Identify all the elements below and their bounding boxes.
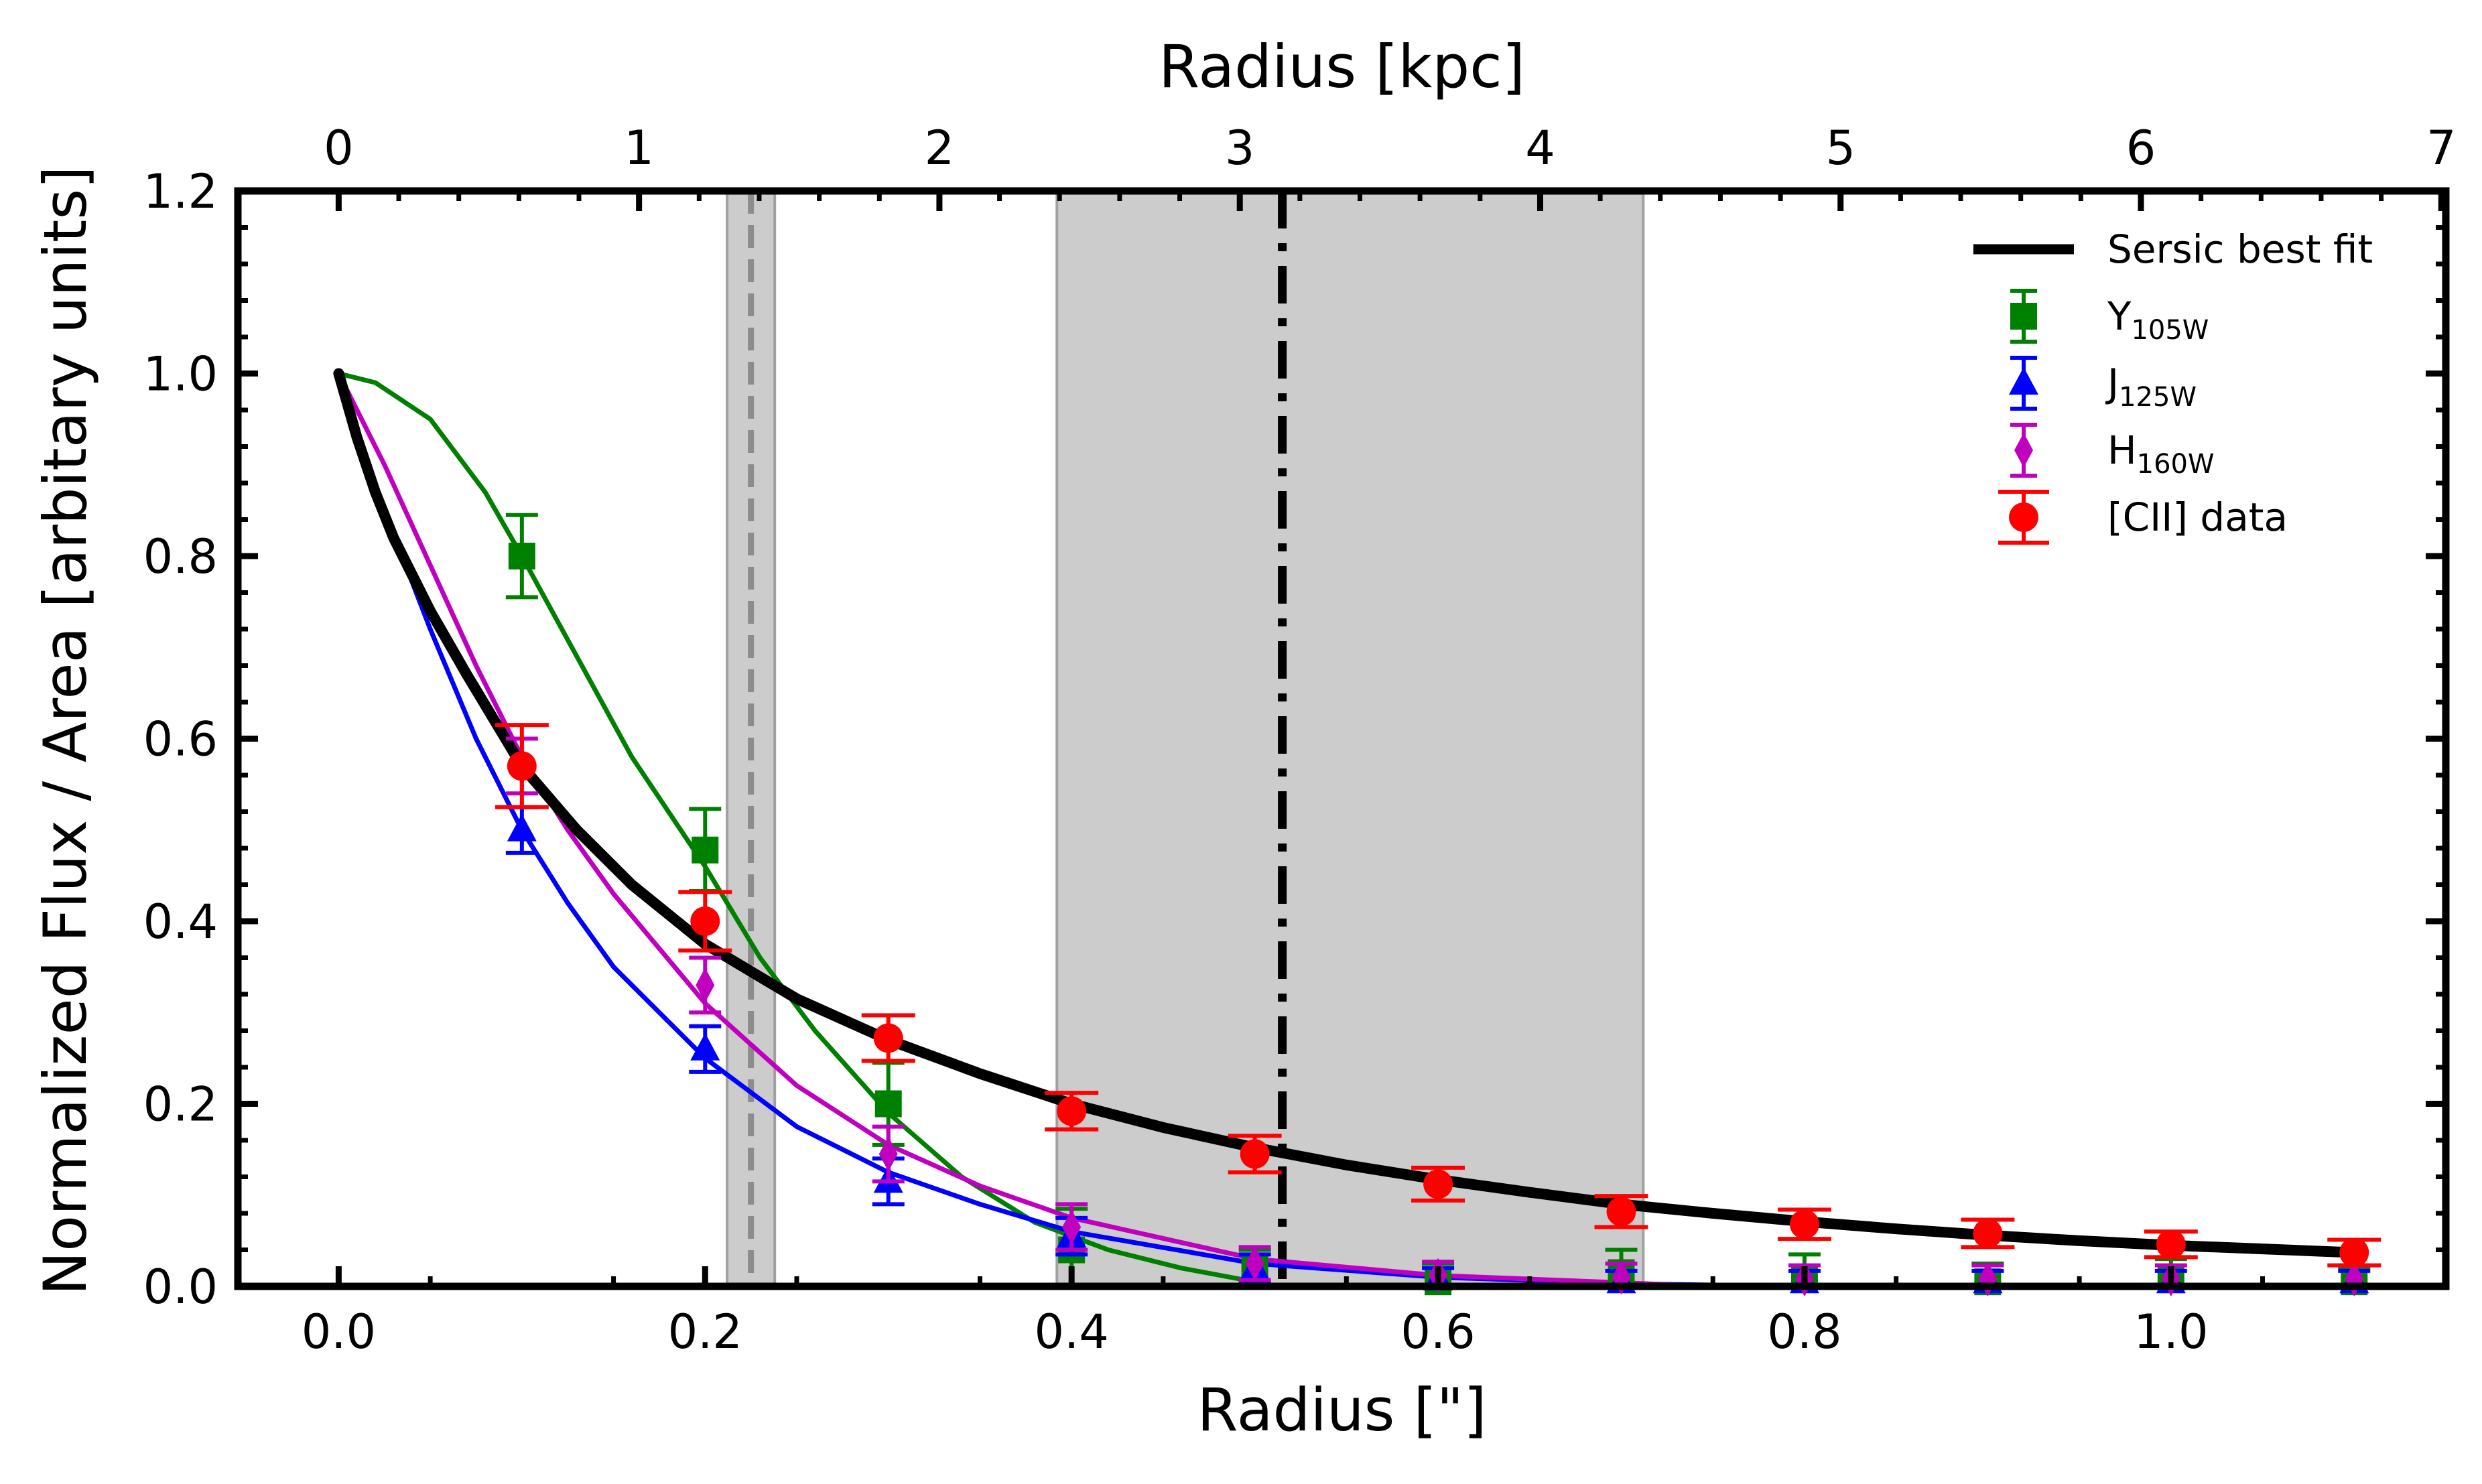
legend-label-subscript: 160W bbox=[2137, 449, 2215, 480]
legend-cii-data-marker-swatch bbox=[2009, 502, 2038, 532]
cii-data-point bbox=[1973, 1218, 2003, 1248]
legend-j125w-marker-swatch bbox=[2009, 367, 2038, 395]
h160w-point bbox=[1062, 1209, 1082, 1245]
h160w-fit-curve bbox=[336, 372, 1713, 1289]
x-tick-label: 0.2 bbox=[668, 1304, 742, 1359]
cii-data-point bbox=[507, 751, 537, 781]
cii-data-point bbox=[1057, 1096, 1087, 1126]
x-tick-label: 1.0 bbox=[2134, 1304, 2208, 1359]
top-x-tick-label: 6 bbox=[2126, 121, 2156, 176]
y-axis-title: Normalized Flux / Area [arbitary units] bbox=[31, 165, 100, 1295]
y105w-point bbox=[508, 543, 535, 569]
y-tick-label: 0.8 bbox=[143, 529, 218, 584]
top-x-tick-label: 2 bbox=[925, 121, 955, 176]
plot-frame bbox=[234, 187, 2450, 1290]
shaded-region-1 bbox=[1055, 190, 1645, 1288]
legend-label-subscript: 105W bbox=[2131, 315, 2209, 346]
cii-data-point bbox=[1606, 1197, 1636, 1227]
cii-data-point bbox=[1423, 1169, 1453, 1199]
top-x-tick-label: 4 bbox=[1525, 121, 1555, 176]
top-x-axis-title: Radius [kpc] bbox=[1159, 32, 1525, 101]
h160w-point bbox=[696, 967, 715, 1003]
top-x-tick-label: 0 bbox=[324, 121, 354, 176]
h160w-point bbox=[878, 1136, 898, 1172]
x-tick-label: 0.6 bbox=[1400, 1304, 1475, 1359]
legend-label-text: [CII] data bbox=[2107, 494, 2288, 540]
j125w-fit-curve bbox=[336, 373, 1805, 1289]
legend-label-text: Y bbox=[2107, 293, 2132, 339]
top-x-tick-label: 5 bbox=[1825, 121, 1855, 176]
y-tick-label: 0.2 bbox=[143, 1077, 218, 1132]
legend-y105w-label: Y105W bbox=[2107, 293, 2209, 346]
legend-h160w-marker-swatch bbox=[2014, 433, 2033, 468]
x-tick-label: 0.8 bbox=[1767, 1304, 1841, 1359]
legend-label-text: Sersic best fit bbox=[2107, 226, 2373, 272]
shaded-regions bbox=[726, 190, 1645, 1288]
top-x-tick-label: 3 bbox=[1225, 121, 1255, 176]
legend-sersic-best-fit-label: Sersic best fit bbox=[2107, 226, 2373, 272]
y-tick-label: 0.4 bbox=[143, 894, 218, 949]
legend-label-subscript: 125W bbox=[2119, 382, 2197, 413]
cii-data-point bbox=[690, 906, 720, 936]
y105w-point bbox=[874, 1090, 902, 1118]
cii-data-point bbox=[2339, 1237, 2369, 1268]
top-x-tick-label: 7 bbox=[2426, 121, 2457, 176]
legend-y105w-marker-swatch bbox=[2010, 303, 2037, 330]
cii-data-point bbox=[873, 1023, 903, 1053]
legend-label-text: H bbox=[2107, 427, 2137, 473]
cii-data-point bbox=[1789, 1209, 1819, 1239]
x-tick-label: 0.0 bbox=[302, 1304, 376, 1359]
h160w-point bbox=[1245, 1245, 1264, 1281]
legend: Sersic best fit Y105W J125W H160W [CII] data bbox=[1973, 226, 2373, 545]
x-axis-title: Radius ["] bbox=[1197, 1375, 1486, 1444]
legend-h160w-label: H160W bbox=[2107, 427, 2215, 480]
legend-label-text: J bbox=[2105, 360, 2119, 406]
cii-data-point bbox=[2156, 1229, 2186, 1260]
y-tick-label: 1.0 bbox=[143, 347, 218, 402]
x-tick-label: 0.4 bbox=[1035, 1304, 1109, 1359]
top-x-tick-label: 1 bbox=[624, 121, 654, 176]
j125w-point bbox=[690, 1032, 720, 1061]
y-tick-label: 0.6 bbox=[143, 712, 218, 767]
y105w-point bbox=[692, 836, 719, 864]
y-tick-label: 1.2 bbox=[143, 164, 218, 219]
sersic-best-fit-curve bbox=[333, 368, 2360, 1258]
legend-cii-data-label: [CII] data bbox=[2107, 494, 2288, 540]
legend-j125w-label: J125W bbox=[2105, 360, 2197, 413]
y-tick-label: 0.0 bbox=[143, 1260, 218, 1314]
cii-data-point bbox=[1240, 1139, 1270, 1169]
j125w-point bbox=[507, 813, 537, 841]
